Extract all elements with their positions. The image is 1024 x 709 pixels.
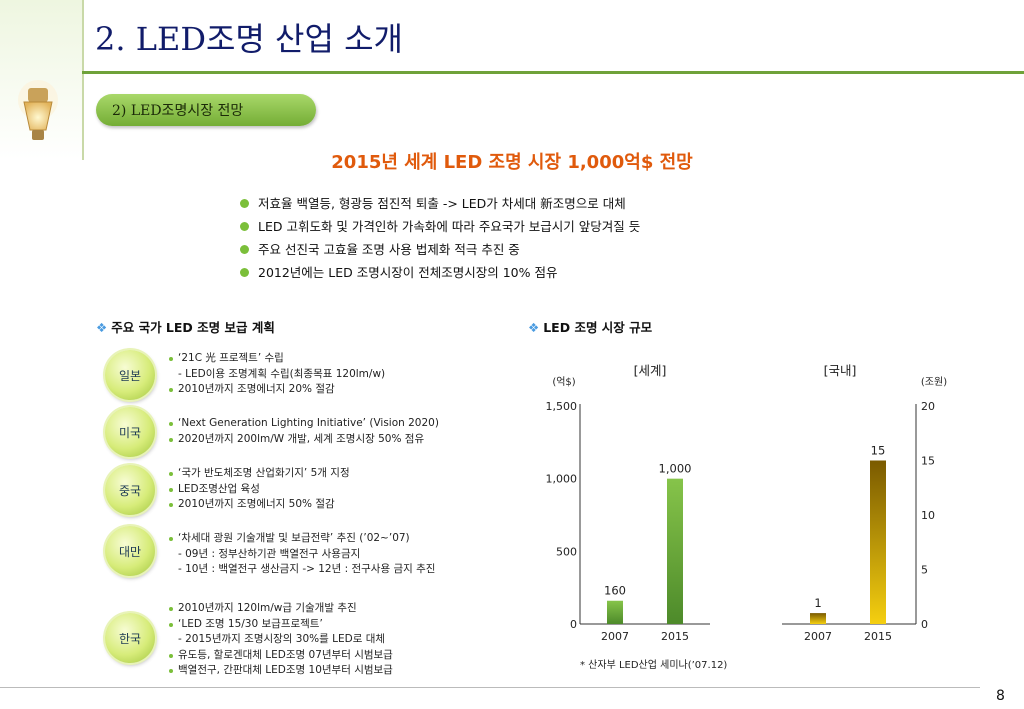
summary-bullets: 저효율 백열등, 형광등 점진적 퇴출 -> LED가 차세대 新조명으로 대체… bbox=[238, 192, 640, 284]
data-label: 15 bbox=[871, 444, 886, 458]
y-tick-label: 15 bbox=[921, 455, 935, 468]
page-number: 8 bbox=[996, 688, 1005, 704]
title-bar bbox=[82, 0, 1024, 74]
country-badge-japan: 일본 bbox=[105, 350, 155, 400]
country-name: 일본 bbox=[118, 368, 142, 383]
country-name: 미국 bbox=[118, 425, 142, 440]
country-name: 중국 bbox=[118, 483, 142, 498]
country-plan-japan: ‘21C 光 프로젝트’ 수립 - LED이용 조명계획 수립(최종목표 120… bbox=[168, 351, 385, 398]
x-tick-label: 2015 bbox=[661, 630, 689, 643]
plan-item: 백열전구, 간판대체 LED조명 10년부터 시범보급 bbox=[168, 663, 393, 679]
country-name: 대만 bbox=[118, 544, 142, 559]
plan-item: - 2015년까지 조명시장의 30%를 LED로 대체 bbox=[178, 633, 386, 645]
plan-item: 2020년까지 200lm/W 개발, 세계 조명시장 50% 점유 bbox=[168, 432, 439, 448]
plan-item: 2010년까지 조명에너지 20% 절감 bbox=[168, 382, 385, 398]
chart-title: [국내] bbox=[824, 363, 857, 378]
plan-item: ‘21C 光 프로젝트’ 수립 bbox=[168, 351, 385, 367]
plan-item: LED조명산업 육성 bbox=[168, 482, 350, 498]
section-label-text: 2) LED조명시장 전망 bbox=[112, 103, 244, 119]
x-tick-label: 2015 bbox=[864, 630, 892, 643]
section-label: 2) LED조명시장 전망 bbox=[96, 94, 316, 126]
country-badge-usa: 미국 bbox=[105, 407, 155, 457]
y-tick-label: 0 bbox=[570, 618, 577, 631]
y-tick-label: 500 bbox=[556, 545, 577, 558]
bar-2015 bbox=[870, 460, 886, 624]
y-tick-label: 10 bbox=[921, 509, 935, 522]
plan-item: ‘Next Generation Lighting Initiative’ (V… bbox=[168, 416, 439, 432]
y-tick-label: 20 bbox=[921, 400, 935, 413]
summary-bullet: 2012년에는 LED 조명시장이 전체조명시장의 10% 점유 bbox=[238, 261, 640, 284]
country-badge-korea: 한국 bbox=[105, 613, 155, 663]
x-tick-label: 2007 bbox=[804, 630, 832, 643]
y-axis-label: (조원) bbox=[921, 376, 947, 388]
market-size-heading: ❖ LED 조명 시장 규모 bbox=[528, 317, 652, 336]
diamond-bullet-icon: ❖ bbox=[528, 320, 540, 335]
bar-2007 bbox=[810, 613, 826, 624]
diamond-bullet-icon: ❖ bbox=[96, 320, 108, 335]
plan-item: - 10년 : 백열전구 생산금지 -> 12년 : 전구사용 금지 추진 bbox=[178, 563, 436, 575]
market-size-heading-text: LED 조명 시장 규모 bbox=[543, 320, 653, 335]
summary-bullet: LED 고휘도화 및 가격인하 가속화에 따라 주요국가 보급시기 앞당겨질 듯 bbox=[238, 215, 640, 238]
plan-item: - 09년 : 정부산하기관 백열전구 사용금지 bbox=[178, 547, 361, 560]
y-tick-label: 0 bbox=[921, 618, 928, 631]
country-plan-heading-text: 주요 국가 LED 조명 보급 계획 bbox=[111, 320, 275, 335]
plan-item: 2010년까지 120lm/w급 기술개발 추진 bbox=[168, 601, 393, 617]
country-plan-china: ‘국가 반도체조명 산업화기지’ 5개 지정 LED조명산업 육성 2010년까… bbox=[168, 466, 350, 513]
country-name: 한국 bbox=[118, 631, 142, 646]
plan-item: ‘LED 조명 15/30 보급프로젝트’ bbox=[168, 617, 393, 633]
plan-item: ‘차세대 광원 기술개발 및 보급전략’ 추진 (’02~’07) bbox=[168, 531, 435, 547]
footer-divider bbox=[0, 687, 980, 688]
country-plan-usa: ‘Next Generation Lighting Initiative’ (V… bbox=[168, 416, 439, 447]
summary-bullet: 저효율 백열등, 형광등 점진적 퇴출 -> LED가 차세대 新조명으로 대체 bbox=[238, 192, 640, 215]
summary-bullet: 주요 선진국 고효율 조명 사용 법제화 적극 추진 중 bbox=[238, 238, 640, 261]
y-tick-label: 1,500 bbox=[546, 400, 578, 413]
market-size-charts: [세계](억$)05001,0001,50016020071,0002015[국… bbox=[546, 363, 948, 643]
plan-item: ‘국가 반도체조명 산업화기지’ 5개 지정 bbox=[168, 466, 350, 482]
headline: 2015년 세계 LED 조명 시장 1,000억$ 전망 bbox=[331, 152, 693, 173]
bar-2007 bbox=[607, 600, 623, 624]
lamp-icon bbox=[18, 80, 58, 140]
x-tick-label: 2007 bbox=[601, 630, 629, 643]
data-label: 160 bbox=[604, 584, 626, 598]
chart-footnote: * 산자부 LED산업 세미나(’07.12) bbox=[580, 660, 728, 671]
y-axis-label: (억$) bbox=[552, 376, 575, 388]
y-tick-label: 1,000 bbox=[546, 473, 578, 486]
data-label: 1,000 bbox=[659, 462, 692, 476]
plan-item: 유도등, 할로겐대체 LED조명 07년부터 시범보급 bbox=[168, 648, 393, 664]
chart-title: [세계] bbox=[634, 363, 667, 378]
country-badge-taiwan: 대만 bbox=[105, 526, 155, 576]
plan-item: 2010년까지 조명에너지 50% 절감 bbox=[168, 497, 350, 513]
country-plan-korea: 2010년까지 120lm/w급 기술개발 추진 ‘LED 조명 15/30 보… bbox=[168, 601, 393, 679]
country-plan-heading: ❖ 주요 국가 LED 조명 보급 계획 bbox=[96, 317, 275, 336]
header-divider bbox=[82, 0, 84, 160]
page-title: 2. LED조명 산업 소개 bbox=[95, 20, 403, 58]
country-plan-taiwan: ‘차세대 광원 기술개발 및 보급전략’ 추진 (’02~’07) - 09년 … bbox=[168, 531, 435, 578]
data-label: 1 bbox=[814, 596, 821, 610]
country-badge-china: 중국 bbox=[105, 465, 155, 515]
bar-2015 bbox=[667, 478, 683, 624]
plan-item: - LED이용 조명계획 수립(최종목표 120lm/w) bbox=[178, 367, 386, 380]
y-tick-label: 5 bbox=[921, 564, 928, 577]
